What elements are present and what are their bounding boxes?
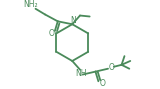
Text: NH₂: NH₂ [23,0,38,9]
Text: O: O [99,79,105,88]
Text: O: O [109,63,115,72]
Text: O: O [49,29,55,38]
Text: N: N [70,16,76,25]
Text: NH: NH [75,69,87,78]
